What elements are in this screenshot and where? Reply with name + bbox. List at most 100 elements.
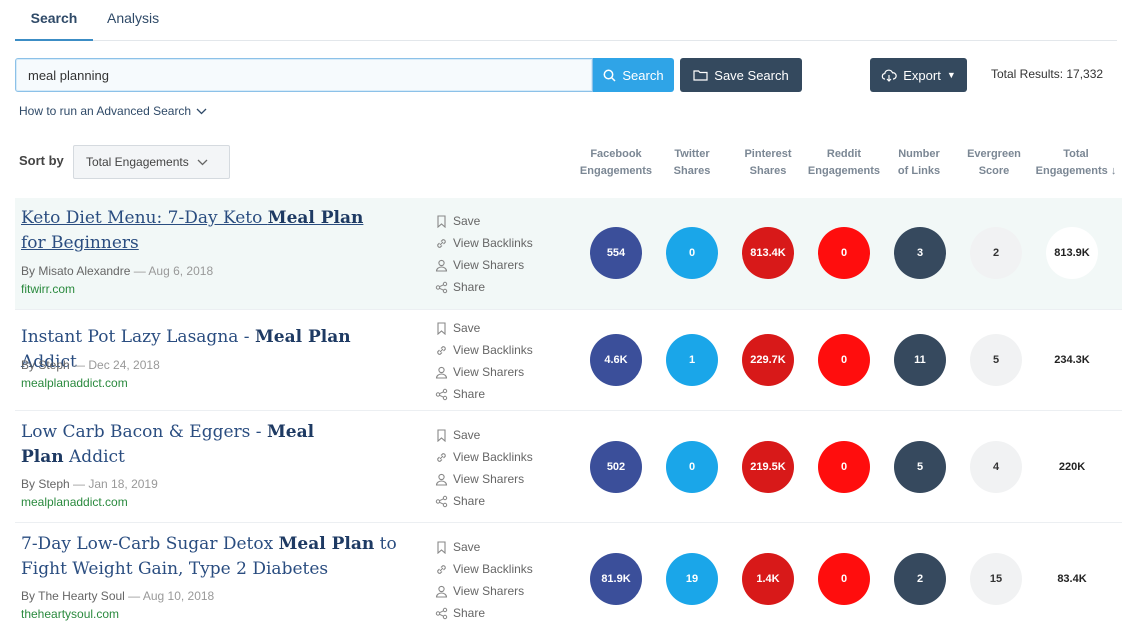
folder-icon <box>693 70 708 81</box>
column-header-facebook[interactable]: Facebook Engagements <box>578 146 654 180</box>
facebook-engagements[interactable]: 81.9K <box>590 553 642 605</box>
result-domain[interactable]: theheartysoul.com <box>21 607 120 621</box>
export-label: Export <box>903 67 941 83</box>
save-action[interactable]: Save <box>435 425 575 445</box>
action-label: View Sharers <box>453 584 525 598</box>
row-actions: Save View Backlinks View Sharers Share <box>435 425 575 513</box>
bookmark-icon <box>437 321 446 335</box>
reddit-engagements[interactable]: 0 <box>818 334 870 386</box>
column-header-line: Engagements ↓ <box>1035 165 1117 177</box>
advanced-search-link[interactable]: How to run an Advanced Search <box>19 104 207 118</box>
pinterest-shares[interactable]: 1.4K <box>742 553 794 605</box>
title-text: to Fight Weight Gain, Type 2 Diabetes <box>21 534 397 579</box>
column-header-links[interactable]: Number of Links <box>881 146 957 180</box>
result-title[interactable]: Keto Diet Menu: 7-Day Keto Meal Plan for… <box>21 206 391 256</box>
author: By Misato Alexandre <box>21 264 131 278</box>
byline: By Misato Alexandre — Aug 6, 2018 <box>21 264 213 278</box>
user-icon <box>435 259 448 272</box>
facebook-engagements[interactable]: 554 <box>590 227 642 279</box>
facebook-engagements[interactable]: 4.6K <box>590 334 642 386</box>
row-actions: Save View Backlinks View Sharers Share <box>435 211 575 299</box>
column-header-twitter[interactable]: Twitter Shares <box>654 146 730 180</box>
cloud-download-icon <box>882 69 897 82</box>
export-button[interactable]: Export ▼ <box>870 58 967 92</box>
total-engagements: 813.9K <box>1046 227 1098 279</box>
search-button[interactable]: Search <box>593 58 674 92</box>
column-header-line: Twitter <box>674 148 710 160</box>
save-action[interactable]: Save <box>435 537 575 557</box>
title-text: Keto Diet Menu: 7-Day Keto <box>21 208 268 228</box>
row-actions: Save View Backlinks View Sharers Share <box>435 537 575 625</box>
twitter-shares[interactable]: 19 <box>666 553 718 605</box>
facebook-engagements[interactable]: 502 <box>590 441 642 493</box>
column-header-pinterest[interactable]: Pinterest Shares <box>730 146 806 180</box>
twitter-shares[interactable]: 1 <box>666 334 718 386</box>
search-input[interactable] <box>15 58 593 92</box>
view-sharers-action[interactable]: View Sharers <box>435 255 575 275</box>
view-sharers-action[interactable]: View Sharers <box>435 469 575 489</box>
result-domain[interactable]: mealplanaddict.com <box>21 376 128 390</box>
result-title[interactable]: Instant Pot Lazy Lasagna - Meal Plan Add… <box>21 325 411 375</box>
share-icon <box>435 281 448 293</box>
author: By The Hearty Soul <box>21 589 125 603</box>
action-label: Save <box>453 428 481 442</box>
result-domain[interactable]: fitwirr.com <box>21 282 75 296</box>
column-header-line: Score <box>978 165 1010 177</box>
publish-date: — Aug 6, 2018 <box>130 264 214 278</box>
share-action[interactable]: Share <box>435 603 575 623</box>
share-action[interactable]: Share <box>435 491 575 511</box>
save-action[interactable]: Save <box>435 211 575 231</box>
bookmark-icon <box>437 214 446 228</box>
pinterest-shares[interactable]: 219.5K <box>742 441 794 493</box>
action-label: View Backlinks <box>453 450 533 464</box>
reddit-engagements[interactable]: 0 <box>818 227 870 279</box>
reddit-engagements[interactable]: 0 <box>818 441 870 493</box>
column-header-total[interactable]: Total Engagements ↓ <box>1032 146 1120 180</box>
view-sharers-action[interactable]: View Sharers <box>435 581 575 601</box>
action-label: View Backlinks <box>453 236 533 250</box>
publish-date: — Jan 18, 2019 <box>69 477 158 491</box>
view-backlinks-action[interactable]: View Backlinks <box>435 559 575 579</box>
tab-search[interactable]: Search <box>15 0 93 41</box>
reddit-engagements[interactable]: 0 <box>818 553 870 605</box>
twitter-shares[interactable]: 0 <box>666 227 718 279</box>
link-icon <box>437 452 446 462</box>
action-label: Save <box>453 214 481 228</box>
column-header-reddit[interactable]: Reddit Engagements <box>806 146 882 180</box>
column-header-line: Shares <box>673 165 711 177</box>
number-of-links[interactable]: 5 <box>894 441 946 493</box>
number-of-links[interactable]: 3 <box>894 227 946 279</box>
share-action[interactable]: Share <box>435 277 575 297</box>
result-title[interactable]: Low Carb Bacon & Eggers - Meal Plan Addi… <box>21 420 351 470</box>
view-backlinks-action[interactable]: View Backlinks <box>435 340 575 360</box>
evergreen-score: 15 <box>970 553 1022 605</box>
action-label: View Sharers <box>453 472 525 486</box>
column-header-line: of Links <box>897 165 941 177</box>
pinterest-shares[interactable]: 813.4K <box>742 227 794 279</box>
share-action[interactable]: Share <box>435 384 575 404</box>
search-icon <box>603 69 616 82</box>
view-backlinks-action[interactable]: View Backlinks <box>435 233 575 253</box>
title-keyword: Meal Plan <box>21 422 315 467</box>
view-sharers-action[interactable]: View Sharers <box>435 362 575 382</box>
number-of-links[interactable]: 11 <box>894 334 946 386</box>
byline: By Steph — Dec 24, 2018 <box>21 358 160 372</box>
result-domain[interactable]: mealplanaddict.com <box>21 495 128 509</box>
publish-date: — Dec 24, 2018 <box>69 358 160 372</box>
column-header-evergreen[interactable]: Evergreen Score <box>956 146 1032 180</box>
result-title[interactable]: 7-Day Low-Carb Sugar Detox Meal Plan to … <box>21 532 401 582</box>
save-action[interactable]: Save <box>435 318 575 338</box>
twitter-shares[interactable]: 0 <box>666 441 718 493</box>
save-search-button[interactable]: Save Search <box>680 58 802 92</box>
tab-analysis[interactable]: Analysis <box>107 10 160 26</box>
pinterest-shares[interactable]: 229.7K <box>742 334 794 386</box>
result-row: 7-Day Low-Carb Sugar Detox Meal Plan to … <box>15 523 1122 628</box>
title-keyword: Meal Plan <box>267 208 364 228</box>
share-icon <box>435 495 448 507</box>
user-icon <box>435 473 448 486</box>
sort-select[interactable]: Total Engagements <box>73 145 230 179</box>
number-of-links[interactable]: 2 <box>894 553 946 605</box>
view-backlinks-action[interactable]: View Backlinks <box>435 447 575 467</box>
byline: By Steph — Jan 18, 2019 <box>21 477 158 491</box>
action-label: Save <box>453 540 481 554</box>
